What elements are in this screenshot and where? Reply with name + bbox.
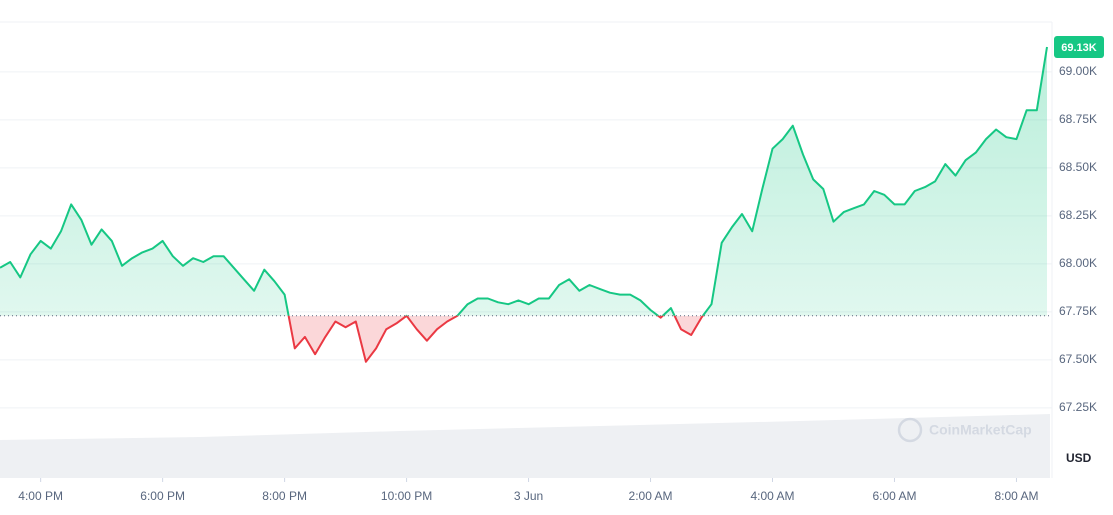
y-tick-label: 68.75K (1059, 112, 1097, 126)
volume-area (0, 414, 1050, 478)
x-tick-label: 4:00 PM (18, 489, 63, 503)
y-tick-label: 67.75K (1059, 304, 1097, 318)
x-tick-label: 2:00 AM (629, 489, 673, 503)
y-tick-label: 68.00K (1059, 256, 1097, 270)
y-tick-label: 68.25K (1059, 208, 1097, 222)
x-tick-label: 8:00 AM (994, 489, 1038, 503)
area-down (288, 315, 703, 362)
currency-label: USD (1066, 451, 1092, 465)
y-tick-label: 69.00K (1059, 64, 1097, 78)
y-tick-label: 68.50K (1059, 160, 1097, 174)
plot: 67.25K 67.50K 67.75K 68.00K 68.25K 68.50K 68.7… (0, 35, 1104, 503)
price-badge (1054, 35, 1104, 58)
watermark: CoinMarketCap (897, 417, 1032, 443)
price-badge-label: 69.13K (1061, 42, 1097, 54)
y-tick-label: 67.50K (1059, 352, 1097, 366)
x-tick-label: 10:00 PM (381, 489, 432, 503)
x-tick-label: 3 Jun (514, 489, 543, 503)
x-tick-label: 6:00 AM (872, 489, 916, 503)
x-tick-label: 8:00 PM (262, 489, 307, 503)
x-tick-label: 4:00 AM (750, 489, 794, 503)
area-up (0, 47, 1047, 316)
watermark-logo (897, 417, 923, 443)
y-tick-label: 67.25K (1059, 400, 1097, 414)
watermark-text: CoinMarketCap (929, 422, 1032, 438)
x-tick-label: 6:00 PM (140, 489, 185, 503)
price-line-up (0, 46, 1048, 316)
